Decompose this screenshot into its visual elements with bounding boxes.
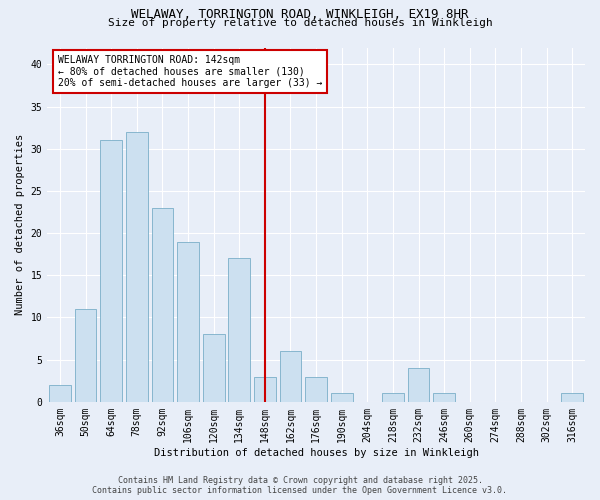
Bar	[177, 242, 199, 402]
X-axis label: Distribution of detached houses by size in Winkleigh: Distribution of detached houses by size …	[154, 448, 479, 458]
Bar	[74, 309, 97, 402]
Text: Size of property relative to detached houses in Winkleigh: Size of property relative to detached ho…	[107, 18, 493, 28]
Bar	[49, 385, 71, 402]
Text: WELAWAY, TORRINGTON ROAD, WINKLEIGH, EX19 8HR: WELAWAY, TORRINGTON ROAD, WINKLEIGH, EX1…	[131, 8, 469, 20]
Bar	[229, 258, 250, 402]
Bar	[152, 208, 173, 402]
Bar	[433, 394, 455, 402]
Bar	[382, 394, 404, 402]
Bar	[100, 140, 122, 402]
Text: WELAWAY TORRINGTON ROAD: 142sqm
← 80% of detached houses are smaller (130)
20% o: WELAWAY TORRINGTON ROAD: 142sqm ← 80% of…	[58, 54, 322, 88]
Text: Contains HM Land Registry data © Crown copyright and database right 2025.
Contai: Contains HM Land Registry data © Crown c…	[92, 476, 508, 495]
Bar	[126, 132, 148, 402]
Bar	[203, 334, 224, 402]
Bar	[407, 368, 430, 402]
Y-axis label: Number of detached properties: Number of detached properties	[15, 134, 25, 316]
Bar	[562, 394, 583, 402]
Bar	[280, 351, 301, 402]
Bar	[305, 376, 327, 402]
Bar	[331, 394, 353, 402]
Bar	[254, 376, 276, 402]
